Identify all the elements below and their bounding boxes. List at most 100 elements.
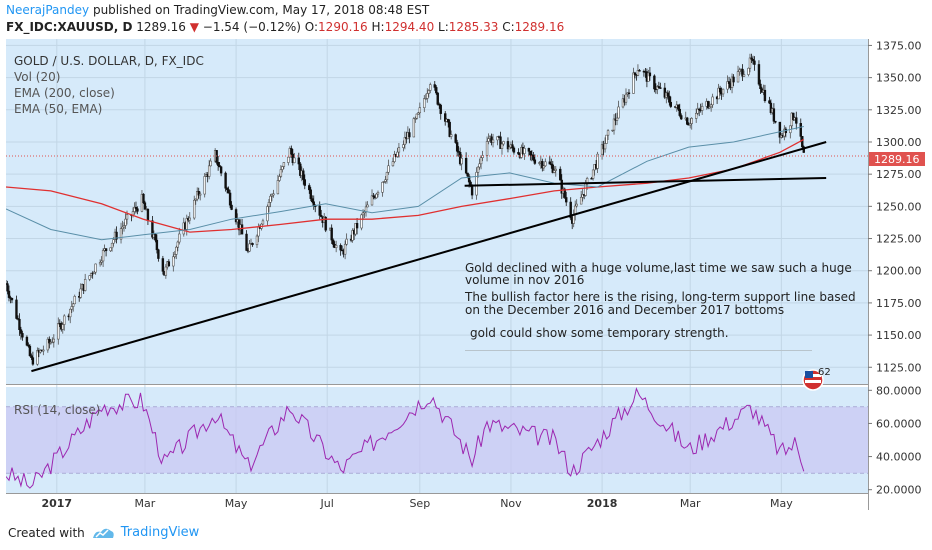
rsi-axis[interactable]: 80.0000 60.0000 40.0000 20.0000 <box>868 384 922 497</box>
candle-body <box>417 112 420 115</box>
candle-body <box>554 168 557 171</box>
time-tick-label: May <box>225 497 248 510</box>
candle-body <box>278 176 281 181</box>
candle-body <box>606 130 610 136</box>
candles <box>6 53 805 366</box>
candle-body <box>293 157 296 164</box>
candle-body <box>632 72 635 94</box>
candle-body <box>553 170 556 173</box>
author-link[interactable]: NeerajPandey <box>6 3 90 17</box>
candle-body <box>272 193 275 196</box>
earnings-badge[interactable]: 62 <box>802 367 831 391</box>
candle-body <box>523 148 526 154</box>
annotation-support-2: on the December 2016 and December 2017 b… <box>465 303 784 317</box>
candle-body <box>110 242 114 249</box>
close-value: 1289.16 <box>514 20 565 34</box>
candle-body <box>7 290 11 298</box>
candle-body <box>72 303 75 307</box>
candle-body <box>384 179 387 182</box>
candle-body <box>207 165 211 177</box>
badge-count: 62 <box>818 367 831 378</box>
candle-body <box>457 150 460 153</box>
candle-body <box>487 138 490 142</box>
candle-body <box>6 283 9 292</box>
high-value: 1294.40 <box>384 20 435 34</box>
candle-body <box>801 136 804 148</box>
price-tick-label: 1200.00 <box>876 265 922 278</box>
candle-body <box>73 296 76 305</box>
change-arrow-icon: ▼ <box>189 20 199 34</box>
candle-body <box>426 93 429 99</box>
candle-body <box>19 329 23 334</box>
candle-body <box>151 220 154 238</box>
time-tick-label: Nov <box>500 497 522 510</box>
tradingview-link[interactable]: TradingView <box>120 525 200 540</box>
candle-body <box>792 112 795 121</box>
candle-body <box>89 272 93 276</box>
candle-body <box>532 155 535 161</box>
candle-body <box>455 142 459 152</box>
candle-body <box>491 139 495 143</box>
candle-body <box>678 108 681 116</box>
candle-body <box>527 148 531 152</box>
price-tick-label: 1300.00 <box>876 136 922 149</box>
candle-body <box>248 243 251 252</box>
candle-body <box>109 247 112 252</box>
candle-body <box>385 171 389 181</box>
candle-body <box>134 206 138 210</box>
candle-body <box>677 104 680 110</box>
candle-body <box>621 98 625 108</box>
candle-body <box>18 318 21 330</box>
candle-body <box>104 248 108 252</box>
candle-body <box>768 100 771 104</box>
candle-body <box>42 349 45 352</box>
candle-body <box>659 87 662 89</box>
candle-body <box>290 148 293 155</box>
candle-body <box>157 249 160 259</box>
publish-line: NeerajPandey published on TradingView.co… <box>6 3 429 17</box>
rsi-line <box>6 387 805 489</box>
candle-body <box>36 350 39 365</box>
candle-body <box>615 117 619 121</box>
candle-body <box>433 84 436 88</box>
price-axis[interactable]: 1375.00 1350.00 1325.00 1300.00 1275.00 1250.… <box>868 39 922 374</box>
candle-body <box>778 121 782 138</box>
candle-body <box>361 212 365 216</box>
candle-body <box>270 194 274 197</box>
candle-body <box>600 144 604 155</box>
candle-body <box>92 271 96 274</box>
candle-body <box>194 198 197 201</box>
candle-body <box>657 86 661 89</box>
price-chart[interactable]: 1375.00 1350.00 1325.00 1300.00 1275.00 1250.… <box>0 38 932 550</box>
candle-body <box>444 113 447 122</box>
rsi-tick-label: 40.0000 <box>876 451 922 464</box>
candle-body <box>763 89 767 102</box>
candle-body <box>255 235 259 246</box>
candle-body <box>476 166 480 173</box>
candle-body <box>470 185 474 196</box>
candle-body <box>753 60 756 65</box>
candle-body <box>197 191 200 196</box>
candle-body <box>57 323 60 340</box>
candle-body <box>372 195 375 198</box>
candle-body <box>381 181 384 193</box>
candle-body <box>146 208 150 222</box>
candle-body <box>436 92 439 105</box>
candle-body <box>309 189 312 199</box>
candle-body <box>544 161 547 167</box>
price-tick-label: 1275.00 <box>876 168 922 181</box>
time-axis[interactable]: 2017 Mar May Jul Sep Nov 2018 Mar May <box>41 497 793 510</box>
candle-body <box>596 153 599 169</box>
candle-body <box>227 189 230 194</box>
candle-body <box>617 106 620 119</box>
candle-body <box>52 338 56 343</box>
candle-body <box>774 120 777 123</box>
candle-body <box>185 218 188 230</box>
candle-body <box>312 201 315 207</box>
candle-body <box>393 153 396 162</box>
candle-body <box>467 175 471 183</box>
candle-body <box>747 67 750 75</box>
candle-body <box>647 72 650 82</box>
candle-body <box>412 118 416 138</box>
candle-body <box>308 185 311 191</box>
